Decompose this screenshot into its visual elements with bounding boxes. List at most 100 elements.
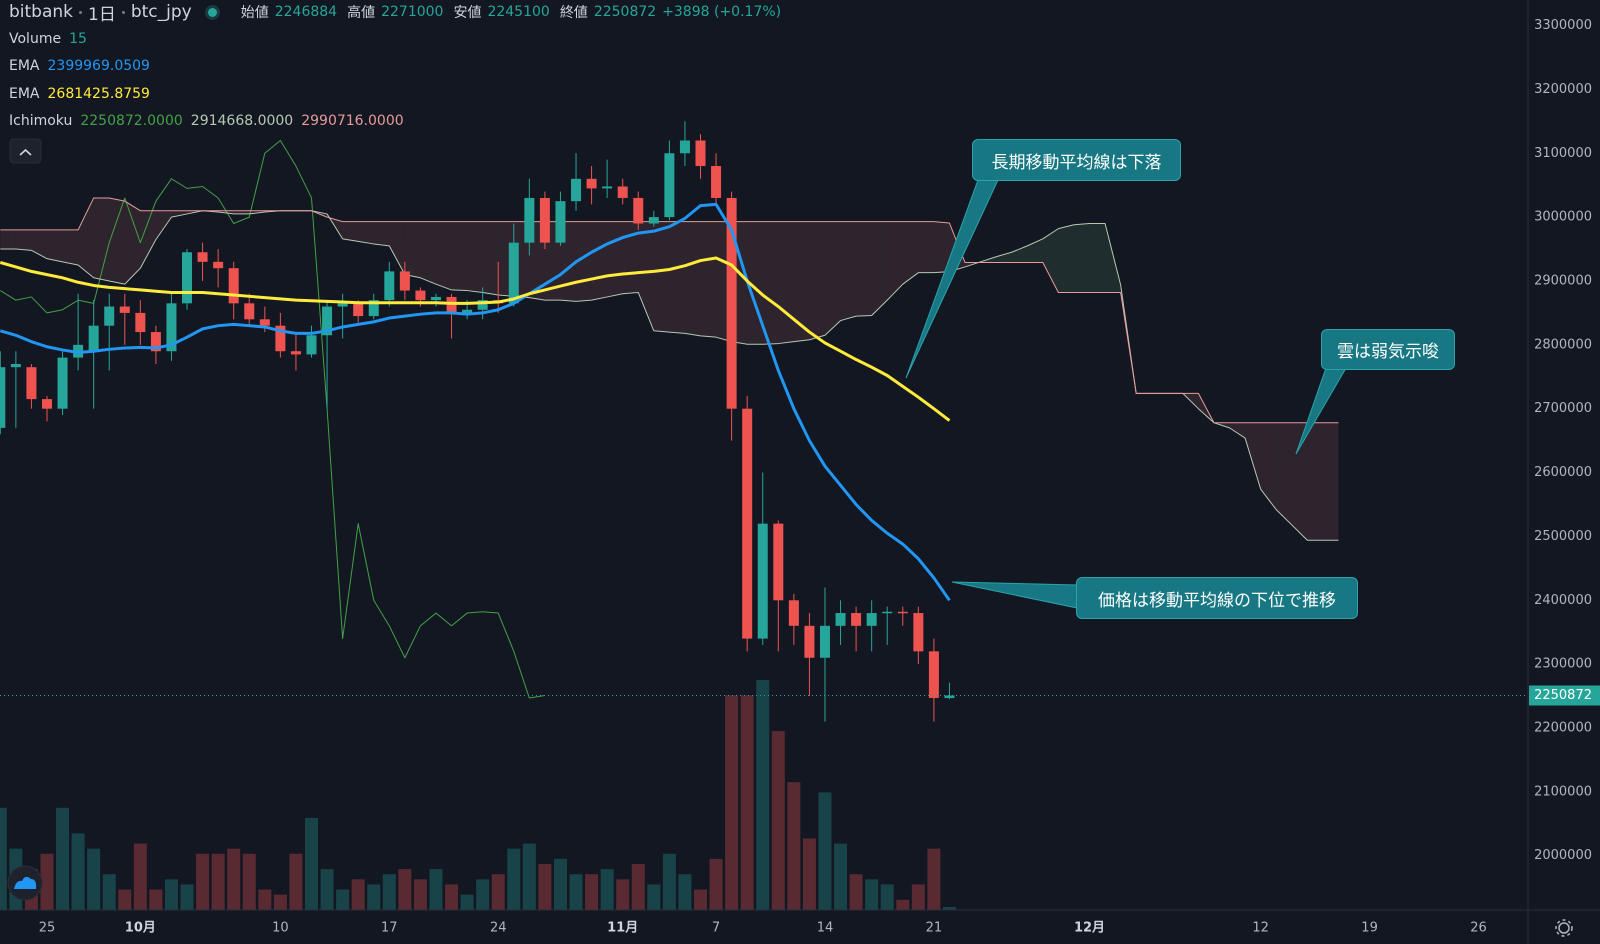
candle-body: [306, 335, 317, 355]
x-tick-label: 12月: [1074, 921, 1105, 936]
volume-bar: [849, 874, 863, 910]
volume-bar: [507, 848, 521, 910]
settings-icon[interactable]: [1555, 919, 1573, 937]
volume-bar: [429, 869, 443, 910]
candle-body: [726, 197, 737, 409]
market-status: [207, 7, 217, 17]
candle-body: [508, 242, 519, 304]
exchange: bitbank: [9, 2, 74, 22]
cloud-fill: [482, 221, 499, 296]
volume-bar: [164, 879, 178, 910]
cloud-fill: [996, 252, 1012, 263]
cloud-fill: [1089, 223, 1106, 293]
cloud-fill: [933, 221, 950, 273]
volume-bar: [133, 843, 147, 910]
volume-bar: [445, 884, 459, 910]
candle-body: [430, 296, 441, 301]
legend-row: Volume 15: [9, 28, 87, 50]
cloud-fill: [467, 221, 483, 293]
candle-body: [664, 153, 675, 218]
volume-bar: [694, 889, 707, 910]
collapse-button[interactable]: [9, 138, 42, 164]
volume-bar: [258, 889, 272, 910]
symbol[interactable]: btc_jpy: [130, 2, 192, 22]
candle-body: [617, 186, 628, 198]
volume-bar: [756, 680, 770, 910]
cloud-fill: [124, 201, 141, 285]
cloud-fill: [887, 221, 903, 301]
candle-body: [555, 201, 566, 243]
cloud-fill: [778, 221, 794, 344]
candle-body: [213, 261, 224, 269]
candle-body: [586, 178, 597, 189]
y-tick-label: 2600000: [1534, 465, 1592, 480]
callout-pointer: [951, 581, 1078, 609]
y-tick-label: 2800000: [1534, 337, 1592, 352]
plot-area: [0, 121, 1528, 910]
cloud-fill: [1291, 422, 1308, 541]
ohlc-label: 終値: [559, 5, 588, 21]
candle-body: [944, 695, 955, 699]
candle-body: [446, 296, 457, 313]
candle-body: [773, 523, 784, 601]
candle-body: [322, 306, 333, 336]
volume-bar: [538, 864, 552, 910]
ohlc-label: 始値: [240, 5, 269, 21]
volume-bar: [802, 838, 816, 910]
y-tick-label: 2900000: [1534, 273, 1592, 288]
cloud-fill: [1042, 228, 1059, 293]
y-tick-label: 2700000: [1534, 401, 1592, 416]
candle-body: [695, 140, 706, 167]
legend-value: 2250872.0000: [80, 113, 183, 129]
cloud-fill: [420, 221, 436, 285]
cloud-fill: [389, 221, 405, 275]
cloud-fill: [871, 221, 888, 316]
x-tick-label: 17: [381, 921, 398, 936]
x-tick-label: 14: [817, 921, 834, 936]
candle-body: [135, 312, 146, 333]
y-tick-label: 3300000: [1534, 18, 1592, 33]
candle-body: [897, 611, 908, 614]
volume-bar: [320, 869, 334, 910]
logo[interactable]: [7, 865, 43, 901]
interval[interactable]: 1日: [88, 4, 116, 25]
ema-line: [0, 256, 951, 422]
volume-bar: [647, 884, 661, 910]
candle-body: [679, 140, 690, 154]
candle-body: [571, 178, 582, 202]
volume-bar: [616, 879, 630, 910]
ichimoku-line: [0, 210, 1339, 541]
symbol-header: bitbank 1日 btc_jpy 始値 2246884 高値 2271000 安値 2…: [9, 0, 781, 25]
cloud-fill: [684, 221, 701, 336]
volume-bar: [553, 858, 567, 910]
volume-bar: [351, 879, 365, 910]
x-tick-label: 25: [39, 921, 56, 936]
cloud-fill: [1027, 238, 1043, 263]
volume-bar: [242, 853, 256, 910]
candle-body: [913, 613, 924, 652]
candle-body: [10, 364, 21, 368]
volume-bar: [118, 889, 132, 910]
candle-body: [244, 303, 255, 320]
volume-bar: [522, 843, 536, 910]
candle-body: [104, 306, 115, 326]
volume-bar: [413, 879, 427, 910]
x-tick-label: 10: [272, 921, 289, 936]
legend-name: EMA: [9, 58, 40, 74]
cloud-fill: [233, 210, 250, 214]
cloud-fill: [140, 210, 156, 269]
volume-bar: [87, 848, 101, 910]
volume-bar: [102, 874, 116, 910]
volume-bar: [398, 869, 412, 910]
volume-bar: [896, 899, 910, 910]
candle-body: [384, 271, 395, 301]
cloud-fill: [1322, 422, 1339, 541]
ohlc-value: 2246884: [274, 4, 338, 20]
ichimoku-line: [0, 197, 1339, 424]
x-tick-label: 19: [1361, 921, 1378, 936]
volume-bar: [227, 848, 241, 910]
cloud-fill: [653, 221, 670, 333]
volume-bar: [787, 782, 801, 910]
volume-bar: [367, 884, 381, 910]
